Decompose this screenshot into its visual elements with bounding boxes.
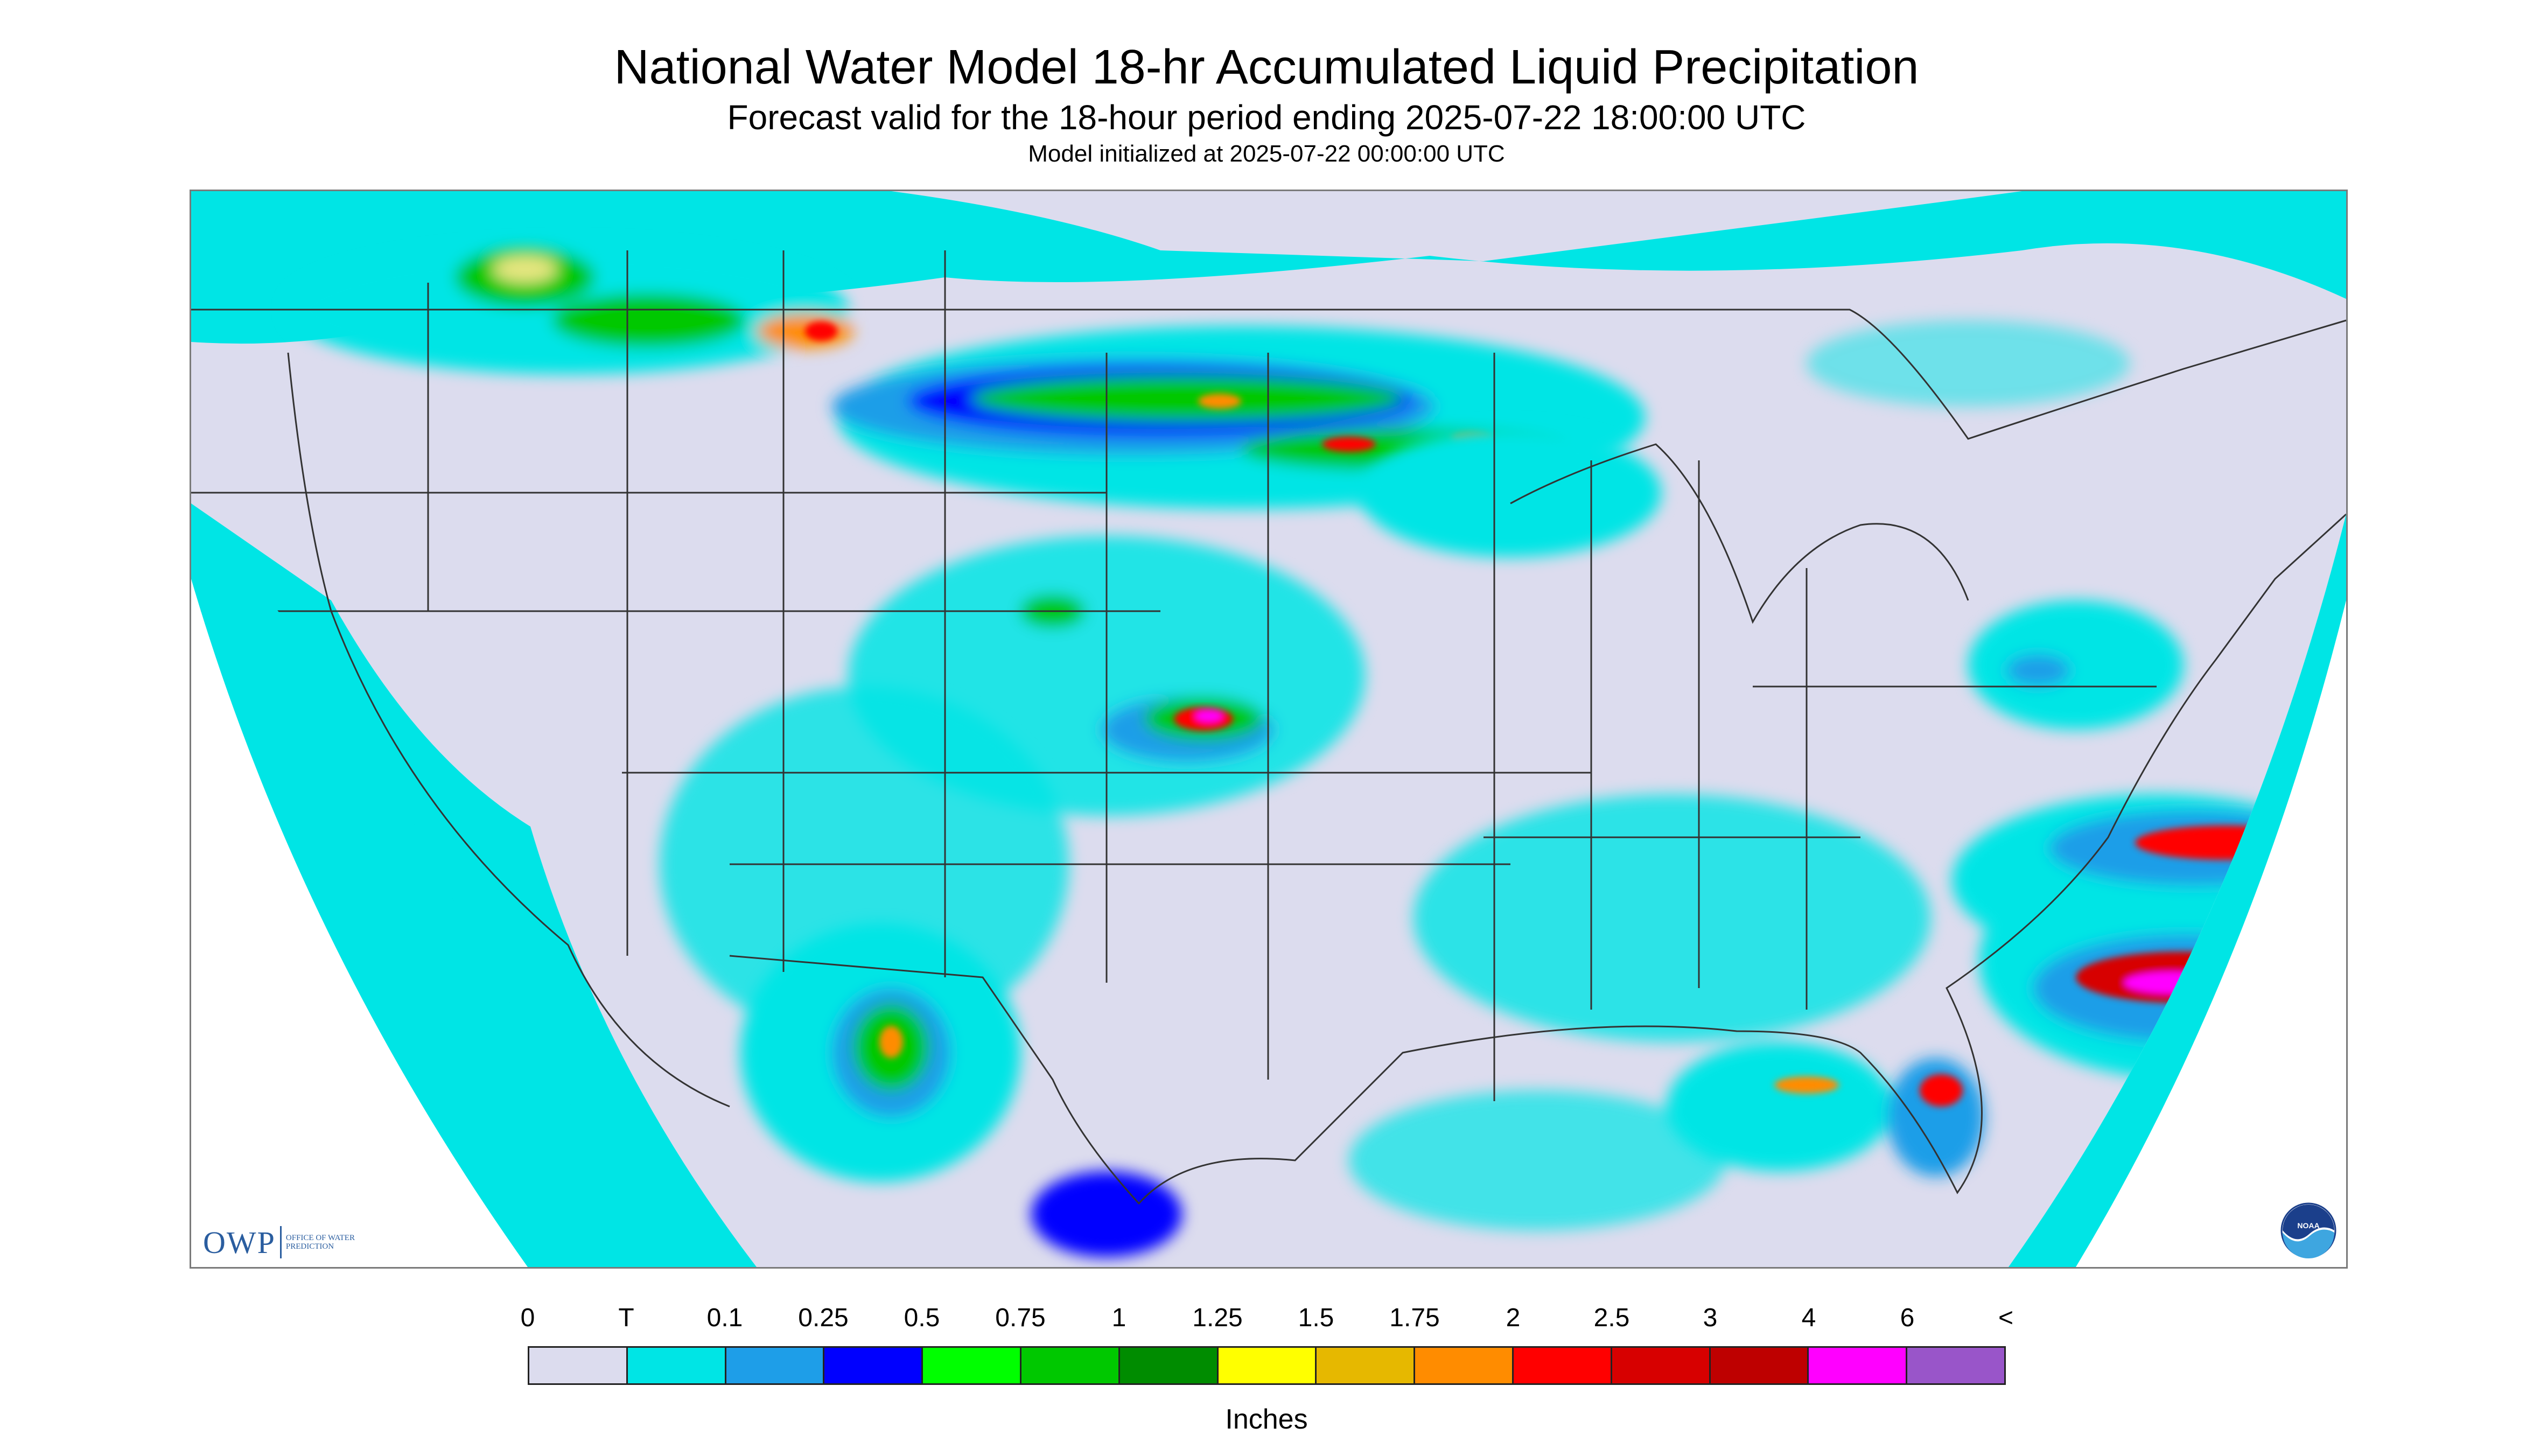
- legend-swatch: [1218, 1348, 1317, 1383]
- legend-tick-label: 1.75: [1389, 1304, 1440, 1332]
- political-boundaries: [191, 250, 2346, 1205]
- precipitation-map: OWP Office of Water Prediction NOAA: [190, 190, 2348, 1269]
- legend-swatch: [824, 1348, 923, 1383]
- legend-swatch: [627, 1348, 726, 1383]
- noaa-logo: NOAA: [2280, 1202, 2336, 1258]
- legend-tick-label: 0.1: [706, 1304, 743, 1332]
- legend-swatch: [1513, 1348, 1612, 1383]
- legend-units-label: Inches: [1225, 1404, 1308, 1435]
- owp-logo: OWP Office of Water Prediction: [203, 1224, 356, 1260]
- owp-logo-letters: OWP: [203, 1224, 276, 1260]
- northeast-rain: [1807, 320, 2184, 730]
- central-plains-cores: [1174, 707, 1233, 731]
- legend-swatch: [1710, 1348, 1809, 1383]
- map-title: National Water Model 18-hr Accumulated L…: [614, 40, 1919, 94]
- southwest-cores: [879, 1026, 903, 1058]
- legend-tick-label: 1.25: [1192, 1304, 1243, 1332]
- legend-swatch: [1907, 1348, 2004, 1383]
- legend-tick-label: 6: [1900, 1304, 1915, 1332]
- legend-tick-label: 0: [520, 1304, 535, 1332]
- legend-swatch: [1119, 1348, 1219, 1383]
- legend-tick-label: T: [618, 1304, 634, 1332]
- legend-swatch: [923, 1348, 1021, 1383]
- legend-tick-label: 3: [1703, 1304, 1718, 1332]
- legend-tick-label: 2: [1506, 1304, 1521, 1332]
- legend-swatch: [1317, 1348, 1416, 1383]
- out-of-domain-left: [191, 579, 528, 1267]
- legend-swatch: [529, 1348, 628, 1383]
- legend-swatch: [726, 1348, 825, 1383]
- legend-tick-label: 1.5: [1298, 1304, 1334, 1332]
- legend-swatch: [1415, 1348, 1514, 1383]
- legend-swatch: [1612, 1348, 1711, 1383]
- legend-tick-label: <: [1998, 1304, 2014, 1332]
- forecast-valid-subtitle: Forecast valid for the 18-hour period en…: [727, 98, 1806, 137]
- legend-tick-label: 0.25: [798, 1304, 849, 1332]
- legend-tick-label: 0.75: [995, 1304, 1046, 1332]
- map-canvas: [191, 191, 2346, 1267]
- legend-tick-label: 0.5: [904, 1304, 940, 1332]
- legend-swatch: [1021, 1348, 1120, 1383]
- noaa-logo-text: NOAA: [2297, 1221, 2319, 1230]
- model-init-line: Model initialized at 2025-07-22 00:00:00…: [1028, 141, 1505, 167]
- legend-tick-label: 1: [1111, 1304, 1126, 1332]
- legend-swatch: [1809, 1348, 1908, 1383]
- color-legend: [528, 1346, 2006, 1385]
- owp-logo-subtext: Office of Water Prediction: [285, 1234, 355, 1251]
- owp-logo-divider: [279, 1226, 282, 1258]
- edge-band-left: [191, 503, 676, 1267]
- out-of-domain-right: [2009, 514, 2346, 1267]
- legend-tick-label: 4: [1801, 1304, 1816, 1332]
- legend-tick-label: 2.5: [1593, 1304, 1630, 1332]
